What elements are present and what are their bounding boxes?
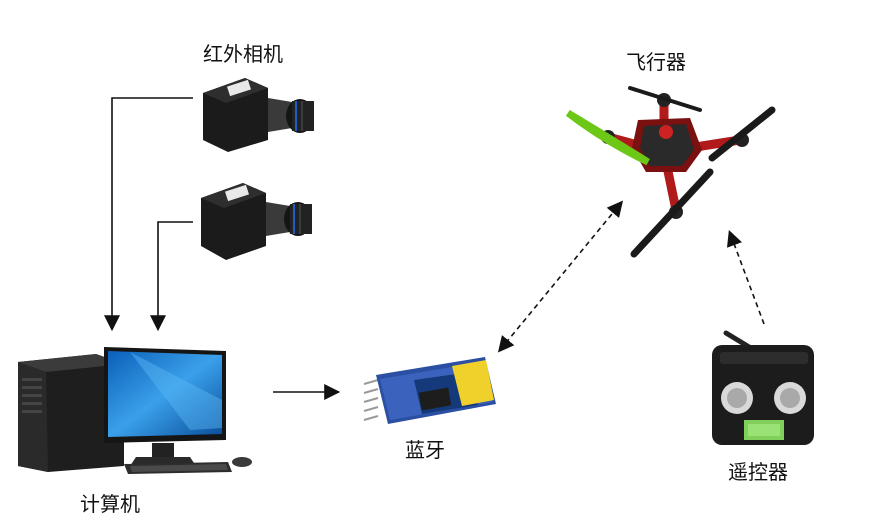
quadcopter-drone-icon — [565, 86, 776, 258]
label-computer: 计算机 — [80, 492, 140, 516]
desktop-computer-icon — [18, 347, 252, 474]
ir-camera-bottom-icon — [201, 183, 312, 260]
remote-to-drone-link — [726, 230, 765, 325]
bluetooth-module-icon — [363, 357, 496, 424]
bluetooth-drone-link — [497, 200, 624, 353]
camera-to-computer-arrows — [104, 97, 193, 332]
label-ir-camera: 红外相机 — [203, 42, 283, 66]
ir-camera-top-icon — [203, 78, 314, 152]
label-aircraft: 飞行器 — [626, 50, 686, 74]
label-remote: 遥控器 — [728, 460, 788, 484]
rc-transmitter-icon — [712, 330, 814, 445]
label-bluetooth: 蓝牙 — [405, 438, 445, 462]
